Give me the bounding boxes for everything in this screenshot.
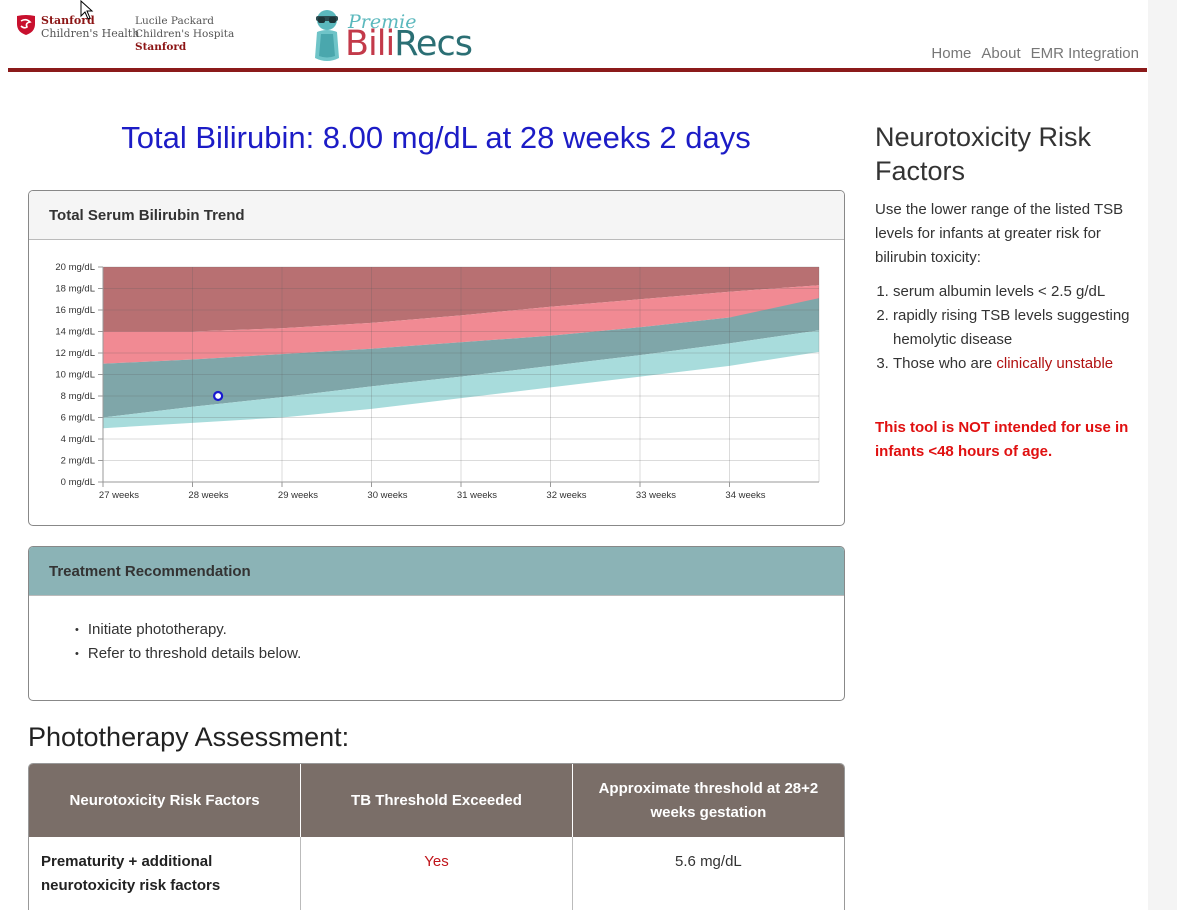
list-item: serum albumin levels < 2.5 g/dL [893,280,1135,304]
chart-x-tick-label: 30 weeks [367,490,407,501]
baby-icon [315,10,339,61]
risk-factor-list: serum albumin levels < 2.5 g/dL rapidly … [875,280,1135,376]
threshold-exceeded-cell: Yes [300,837,573,910]
lucile-packard-logo[interactable]: Lucile Packard Children's Hospita Stanfo… [135,15,234,54]
stanford-logo-line1: Stanford [41,14,95,27]
brand-recs: Recs [394,24,473,64]
bilirubin-trend-chart: 0 mg/dL 2 mg/dL 4 mg/dL 6 mg/dL 8 mg/dL 10 mg… [55,262,820,501]
chart-x-tick-label: 33 weeks [636,490,676,501]
chart-y-tick-label: 6 mg/dL [61,413,95,424]
chart-y-tick-label: 18 mg/dL [55,284,95,295]
chart-y-tick-label: 4 mg/dL [61,434,95,445]
chart-x-tick-label: 28 weeks [188,490,228,501]
chart-x-tick-label: 29 weeks [278,490,318,501]
list-item: rapidly rising TSB levels suggesting hem… [893,304,1135,352]
lpch-logo-line2: Children's Hospita [135,28,235,40]
stanford-logo-line2: Children's Health [41,27,140,40]
nav-emr-integration[interactable]: EMR Integration [1030,45,1139,62]
column-header: TB Threshold Exceeded [300,764,573,837]
phototherapy-table: Neurotoxicity Risk Factors TB Threshold … [28,763,845,910]
sidebar-title: Neurotoxicity Risk Factors [875,122,1092,186]
list-item: Initiate phototherapy. [75,618,844,642]
stanford-shield-icon [17,15,35,35]
age-warning: This tool is NOT intended for use in inf… [875,419,1129,460]
chart-y-tick-label: 12 mg/dL [55,348,95,359]
recommendation-panel-heading: Treatment Recommendation [29,547,844,596]
chart-x-tick-label: 34 weeks [725,490,765,501]
sidebar-intro: Use the lower range of the listed TSB le… [875,201,1124,266]
table-row: Prematurity + additional neurotoxicity r… [29,837,844,910]
lpch-logo-line3: Stanford [135,41,187,53]
nav-home[interactable]: Home [931,45,972,62]
nav-about[interactable]: About [981,45,1021,62]
chart-band-1 [103,285,819,364]
chart-y-tick-label: 10 mg/dL [55,370,95,381]
chart-y-tick-label: 8 mg/dL [61,391,95,402]
phototherapy-title: Phototherapy Assessment: [28,722,350,752]
table-header-row: Neurotoxicity Risk Factors TB Threshold … [29,764,844,837]
list-item: Those who are clinically unstable [893,352,1135,376]
clinically-unstable-link[interactable]: clinically unstable [996,355,1114,372]
trend-panel-heading: Total Serum Bilirubin Trend [29,191,844,240]
column-header: Neurotoxicity Risk Factors [29,764,302,837]
premie-bilirecs-logo[interactable]: Premie BiliRecs [313,8,475,64]
risk-factors-sidebar: Neurotoxicity Risk Factors Use the lower… [875,120,1135,464]
chart-x-tick-label: 32 weeks [546,490,586,501]
brand-premie: Premie [348,11,417,33]
risk-item3-text: Those who are [893,355,997,372]
scrollbar-track[interactable] [1148,0,1177,910]
chart-x-tick-label: 31 weeks [457,490,497,501]
chart-band-3 [103,330,819,429]
risk-factor-cell: Prematurity + additional neurotoxicity r… [29,837,302,910]
chart-data-point [212,390,224,402]
column-header: Approximate threshold at 28+2 weeks gest… [572,764,844,837]
mouse-cursor-icon [80,0,94,20]
chart-y-tick-label: 20 mg/dL [55,262,95,273]
stanford-childrens-logo[interactable]: Stanford Children's Health [16,14,139,40]
list-item: Refer to threshold details below. [75,642,844,666]
page: Stanford Children's Health Lucile Packar… [0,0,1148,910]
chart-y-tick-label: 14 mg/dL [55,327,95,338]
trend-panel: Total Serum Bilirubin Trend 0 mg/dL 2 mg/… [28,190,845,526]
recommendation-list: Initiate phototherapy. Refer to threshol… [29,596,844,666]
header-divider [8,68,1147,72]
approx-threshold-cell: 5.6 mg/dL [675,853,742,870]
chart-x-tick-label: 27 weeks [99,490,139,501]
brand-bili: Bili [345,24,395,64]
chart-band-2 [103,298,819,418]
chart-y-tick-label: 16 mg/dL [55,305,95,316]
lpch-logo-line1: Lucile Packard [135,15,214,27]
page-title: Total Bilirubin: 8.00 mg/dL at 28 weeks … [121,120,751,155]
top-nav: Home About EMR Integration [931,45,1139,62]
chart-y-tick-label: 2 mg/dL [61,456,95,467]
brand-bilirecs: BiliRecs [345,24,473,64]
chart-y-tick-label: 0 mg/dL [61,477,95,488]
chart-band-0 [103,267,819,332]
recommendation-panel: Treatment Recommendation Initiate photot… [28,546,845,701]
